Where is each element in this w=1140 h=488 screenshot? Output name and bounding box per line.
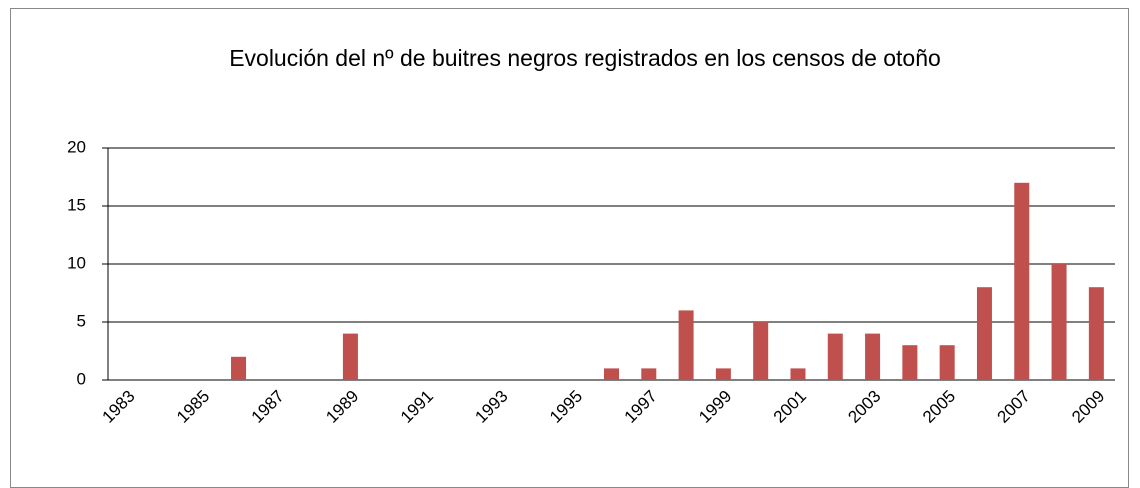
- x-tick-label: 1993: [471, 387, 511, 427]
- bar: [753, 322, 769, 380]
- x-tick-label: 2009: [1068, 387, 1108, 427]
- bar: [715, 368, 731, 380]
- x-tick-label: 1999: [695, 387, 735, 427]
- bar: [976, 287, 992, 380]
- y-tick-label: 5: [77, 311, 86, 330]
- bar: [342, 333, 358, 380]
- bar: [1088, 287, 1104, 380]
- bar: [939, 345, 955, 380]
- y-tick-label: 20: [67, 137, 86, 156]
- y-tick-label: 10: [67, 253, 86, 272]
- bar: [790, 368, 806, 380]
- bar: [902, 345, 918, 380]
- y-tick-label: 15: [67, 195, 86, 214]
- bar: [1014, 182, 1030, 380]
- bar: [827, 333, 843, 380]
- bar: [1051, 264, 1067, 380]
- x-tick-label: 1983: [98, 387, 138, 427]
- bar: [641, 368, 657, 380]
- x-tick-label: 1995: [546, 387, 586, 427]
- x-tick-label: 1989: [322, 387, 362, 427]
- x-tick-label: 1987: [248, 387, 288, 427]
- chart-title: Evolución del nº de buitres negros regis…: [229, 45, 941, 71]
- y-tick-label: 0: [77, 369, 86, 388]
- x-tick-label: 2003: [844, 387, 884, 427]
- x-tick-label: 1991: [397, 387, 437, 427]
- x-tick-label: 2007: [994, 387, 1034, 427]
- bar: [865, 333, 881, 380]
- x-tick-label: 2001: [770, 387, 810, 427]
- x-tick-label: 2005: [919, 387, 959, 427]
- bar: [231, 356, 247, 380]
- x-tick-label: 1985: [173, 387, 213, 427]
- bar: [678, 310, 694, 380]
- x-tick-label: 1997: [621, 387, 661, 427]
- bar: [604, 368, 619, 380]
